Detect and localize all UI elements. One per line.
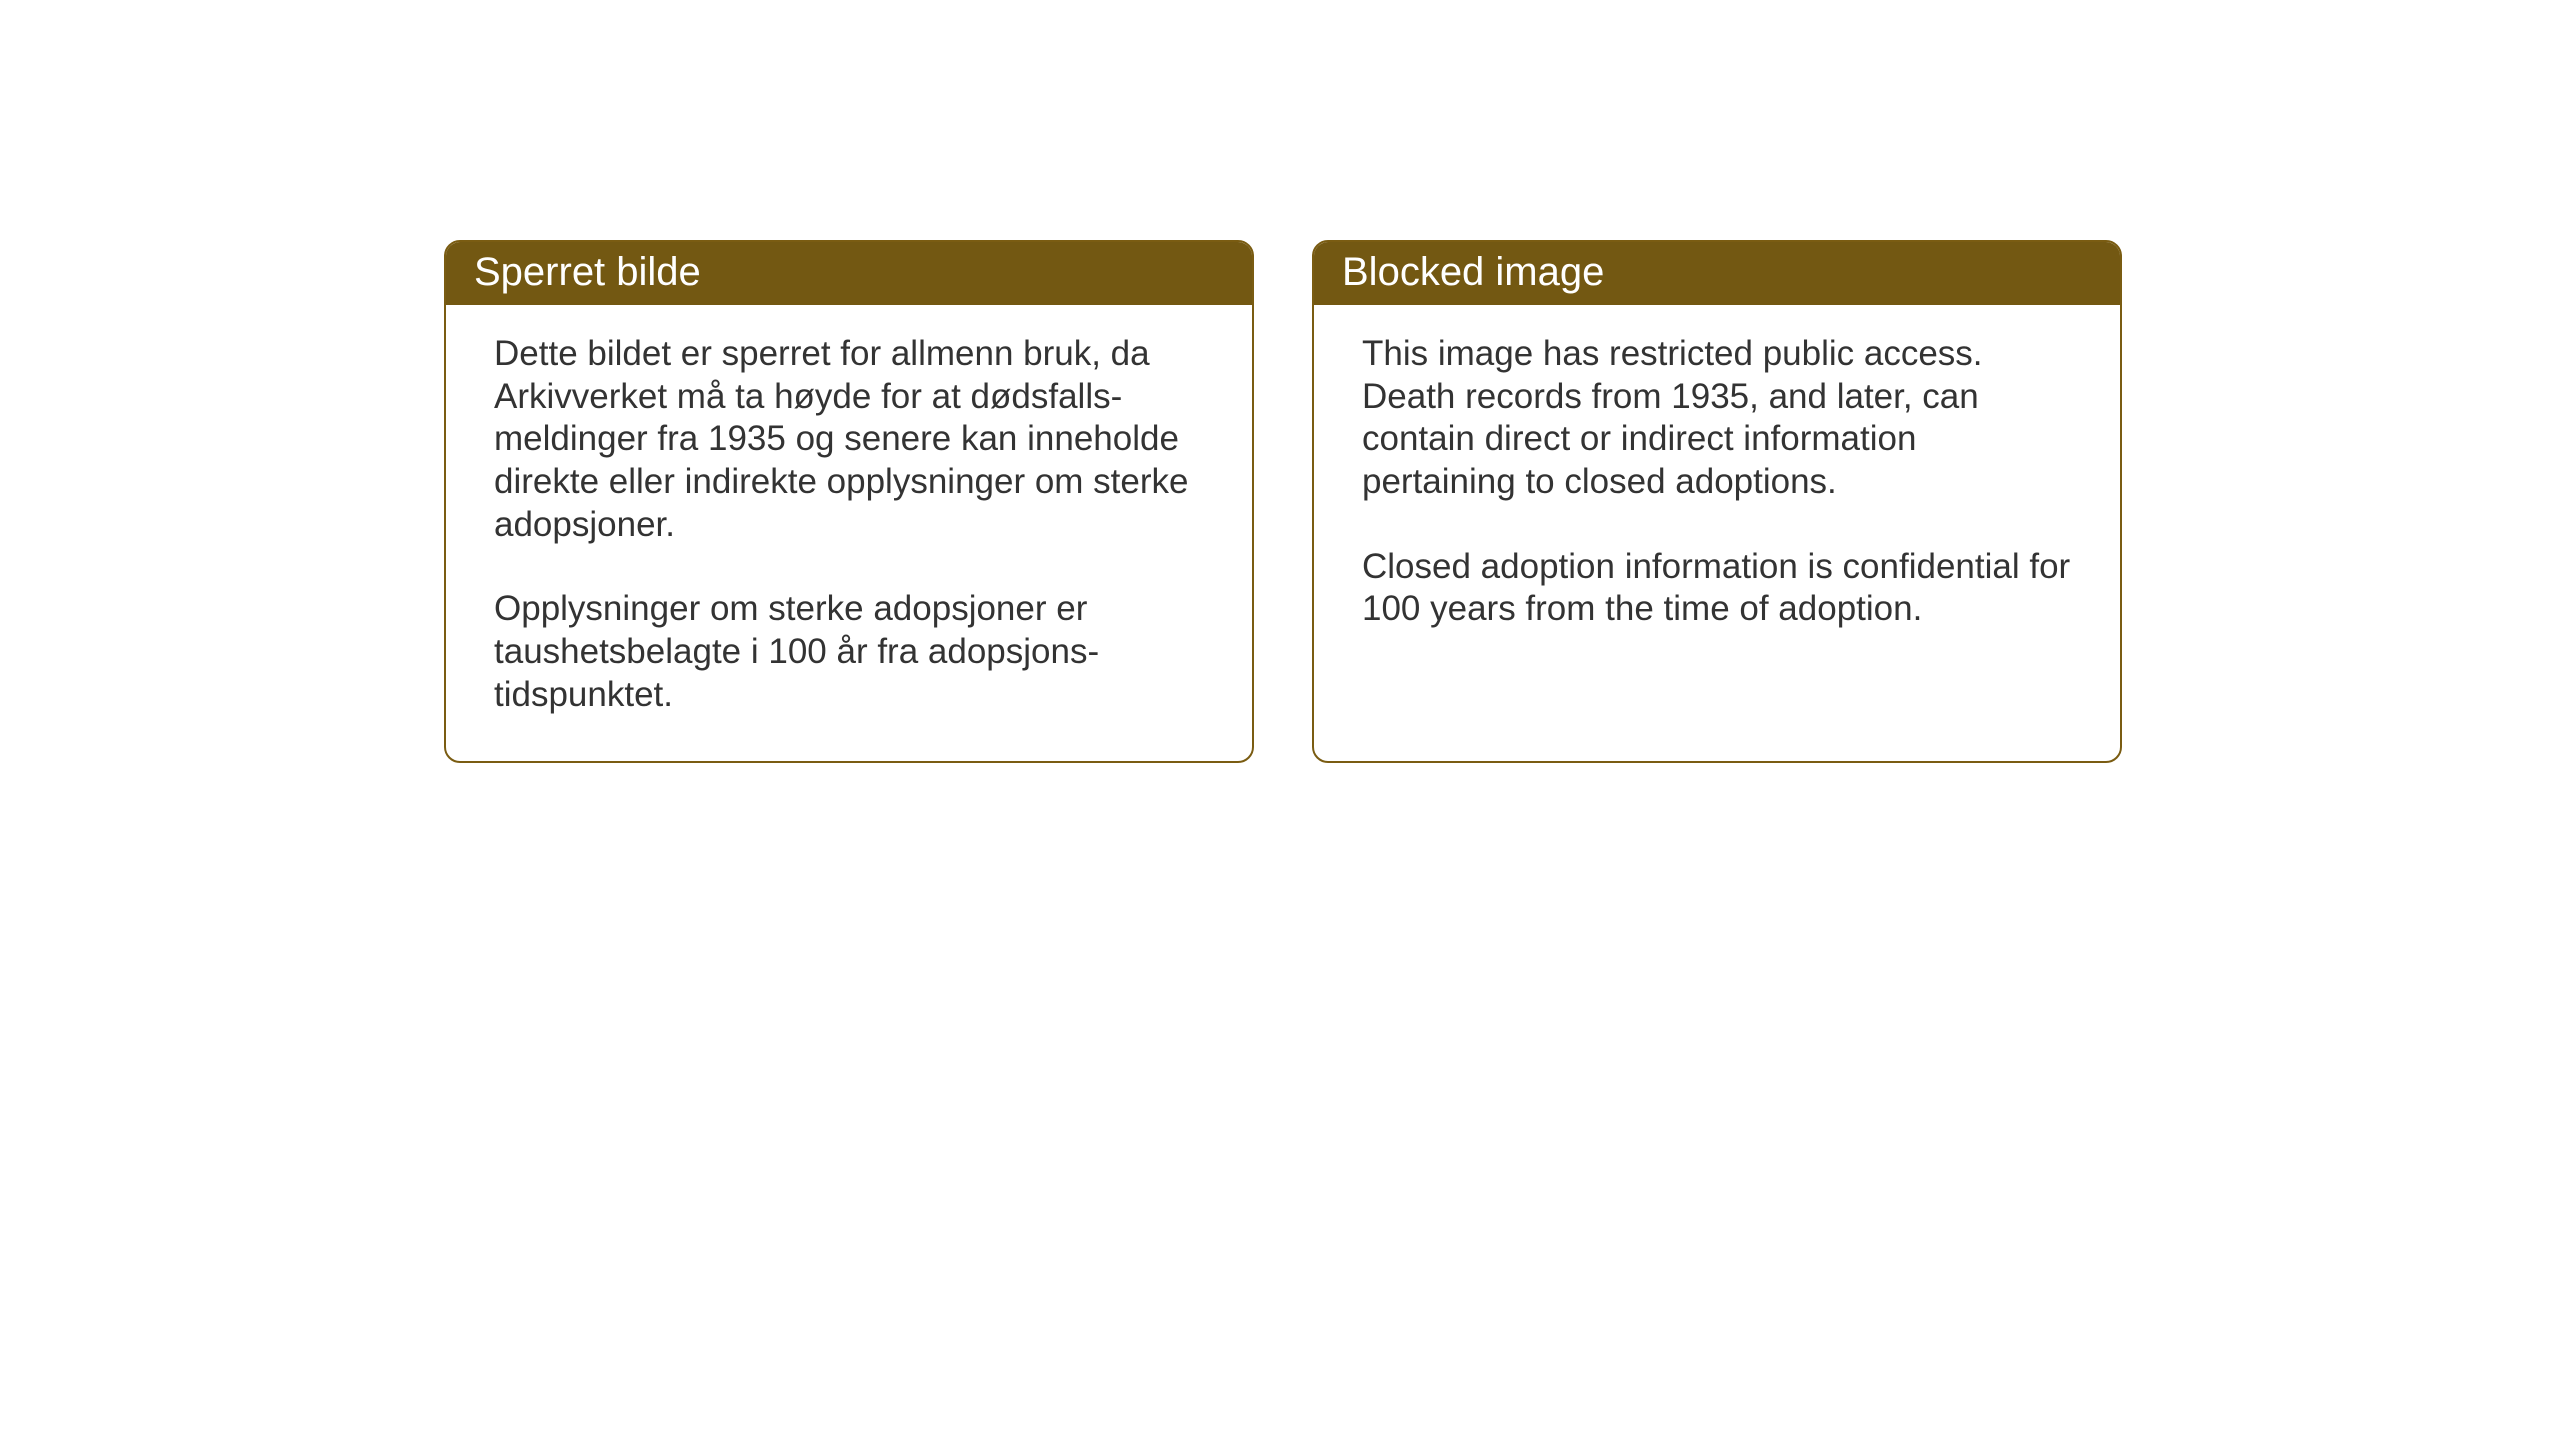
card-paragraph1-english: This image has restricted public access.… (1362, 333, 2076, 504)
card-body-norwegian: Dette bildet er sperret for allmenn bruk… (446, 305, 1252, 761)
card-header-english: Blocked image (1314, 242, 2120, 305)
notice-card-english: Blocked image This image has restricted … (1312, 240, 2122, 763)
card-paragraph2-norwegian: Opplysninger om sterke adopsjoner er tau… (494, 588, 1208, 716)
notice-container: Sperret bilde Dette bildet er sperret fo… (444, 240, 2122, 763)
card-header-norwegian: Sperret bilde (446, 242, 1252, 305)
card-title-english: Blocked image (1342, 250, 1604, 294)
card-body-english: This image has restricted public access.… (1314, 305, 2120, 675)
card-paragraph1-norwegian: Dette bildet er sperret for allmenn bruk… (494, 333, 1208, 546)
card-paragraph2-english: Closed adoption information is confident… (1362, 546, 2076, 631)
notice-card-norwegian: Sperret bilde Dette bildet er sperret fo… (444, 240, 1254, 763)
card-title-norwegian: Sperret bilde (474, 250, 701, 294)
